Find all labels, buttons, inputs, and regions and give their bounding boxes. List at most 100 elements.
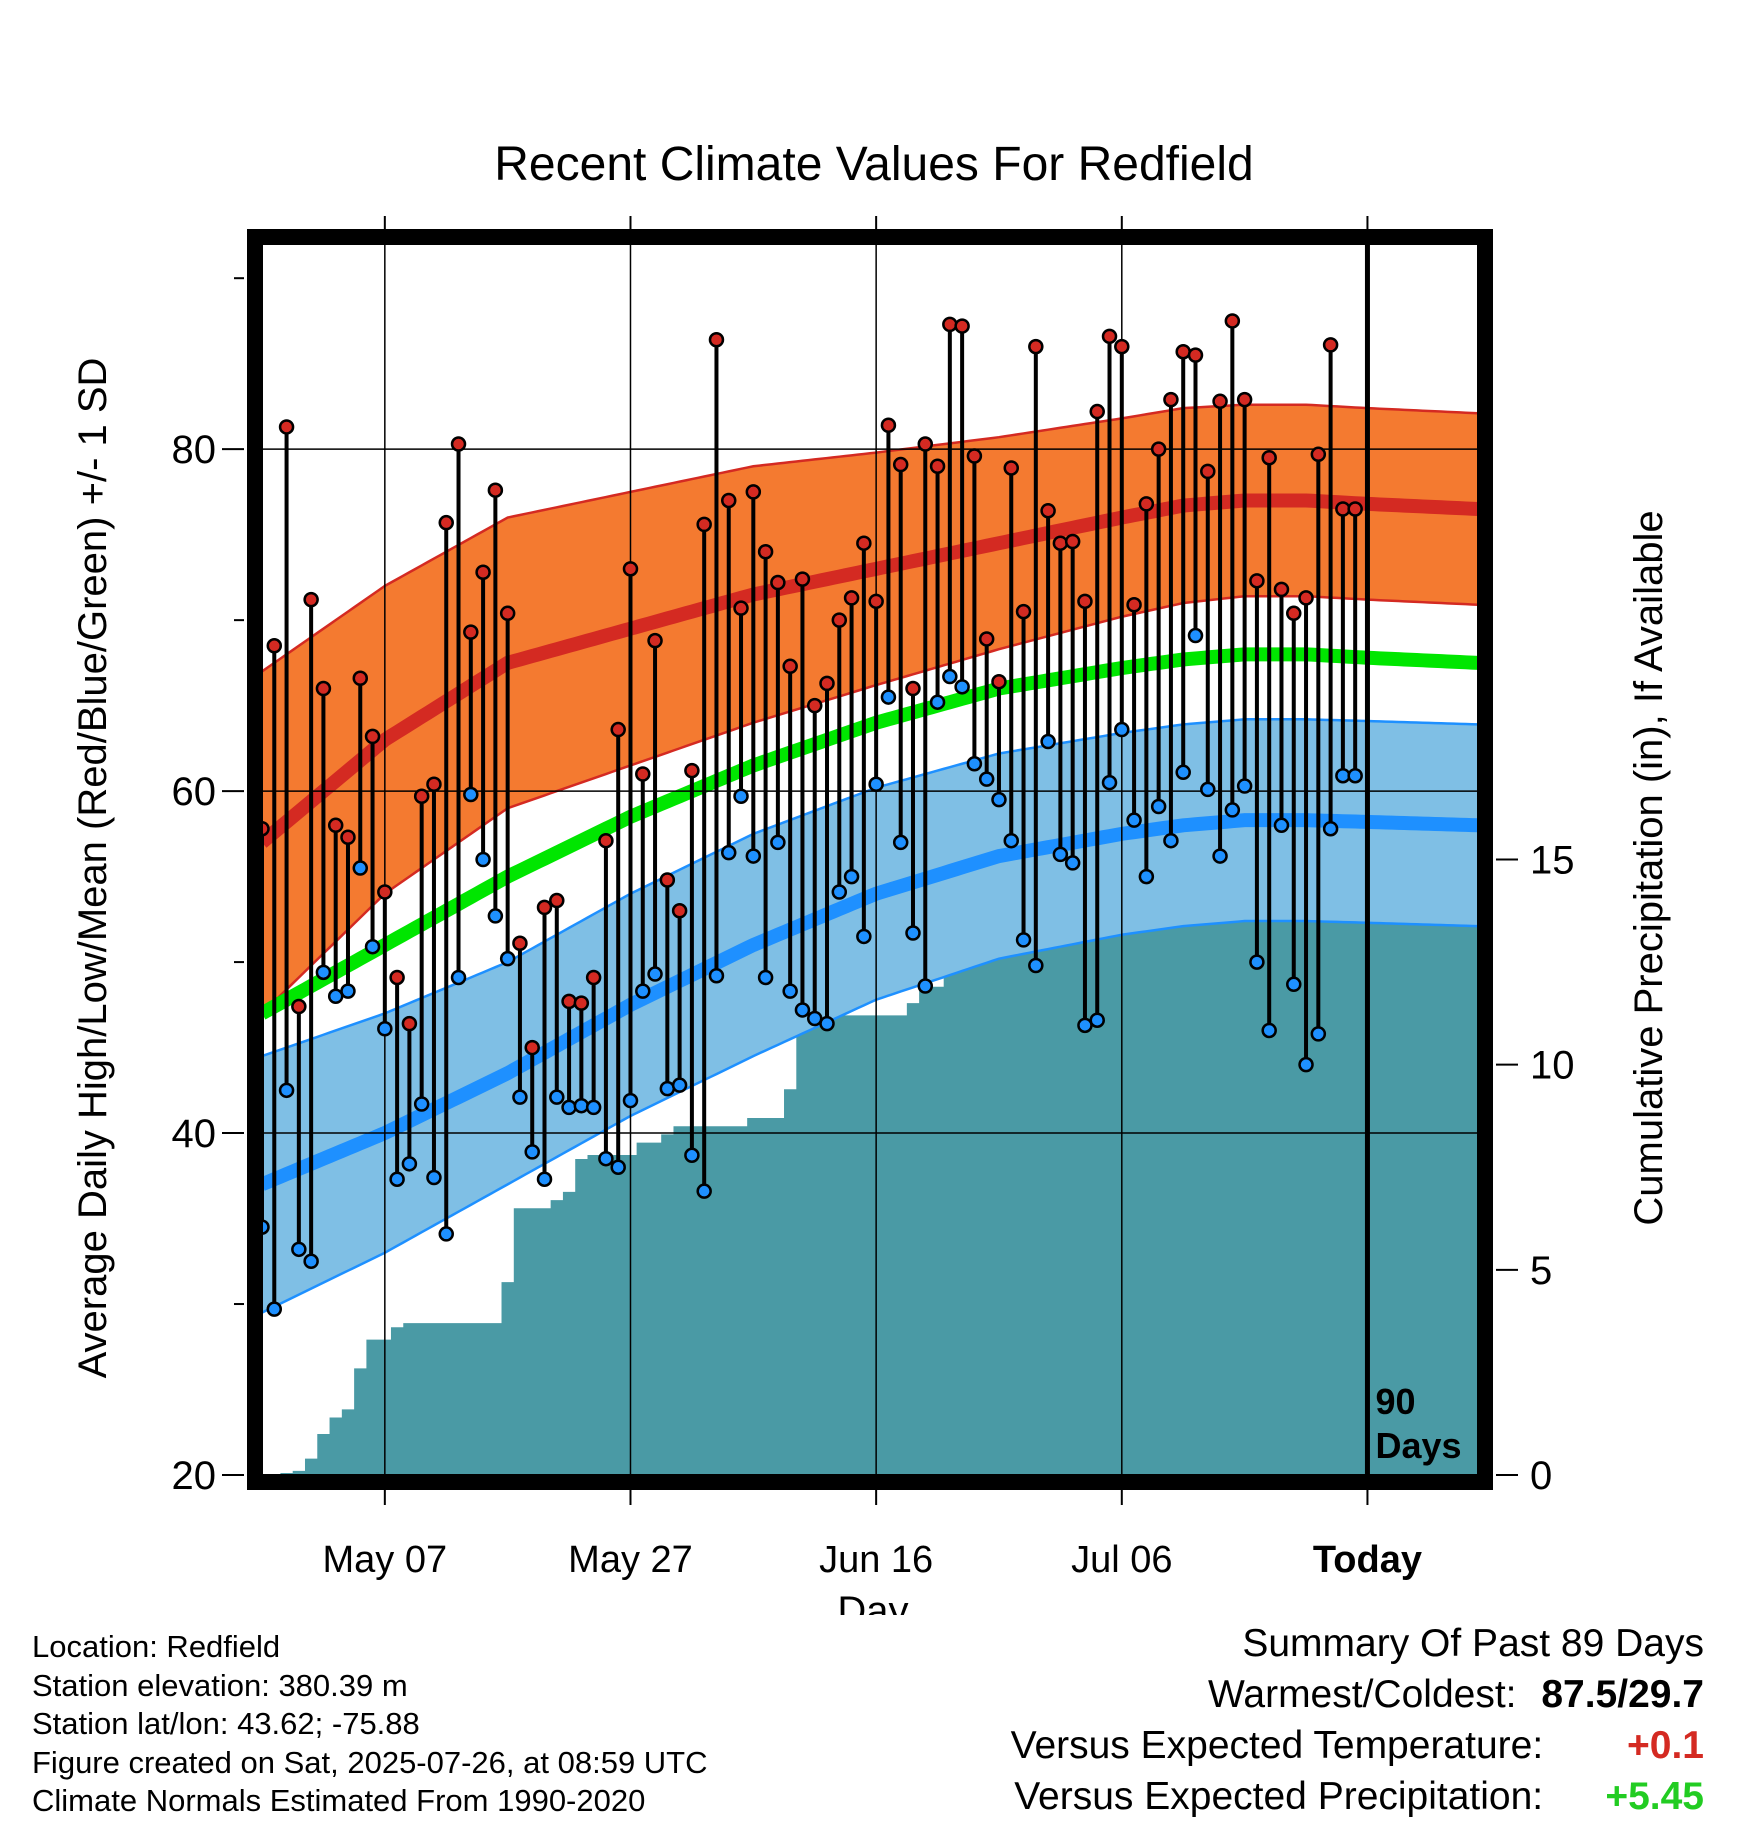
warmest-coldest-label: Warmest/Coldest: [1208,1673,1517,1716]
high-point [782,658,798,675]
high-point [757,544,774,560]
low-point [843,868,860,885]
low-point [1040,733,1056,750]
low-point [536,1171,553,1187]
high-point [892,456,909,473]
low-point [1273,817,1290,834]
low-mean-line [262,813,1478,1191]
high-point [1286,605,1302,622]
low-point [413,1096,430,1112]
low-point [892,834,909,851]
high-point [291,998,307,1015]
high-point [512,935,528,952]
temp-anomaly-row: Versus Expected Temperature: +0.1 [1011,1720,1704,1771]
high-point [1224,313,1241,329]
mean-line [262,647,1478,1020]
high-point [549,892,565,909]
low-point [659,1080,676,1097]
temp-anomaly-label: Versus Expected Temperature: [1010,1724,1544,1767]
today-days-number: 90 [1375,1381,1415,1422]
low-point [401,1156,418,1172]
high-point [303,591,319,608]
low-point [426,1169,442,1186]
low-point [806,1010,823,1027]
y-axis-label: Average Daily High/Low/Mean (Red/Blue/Gr… [71,358,115,1379]
low-sd-band [262,719,1478,1313]
low-point [1101,774,1118,791]
low-point [549,1089,565,1105]
high-point [1261,449,1277,466]
low-point [831,884,848,900]
high-point [843,590,860,606]
low-point [929,694,946,710]
high-point [978,631,995,647]
high-point [352,670,369,687]
high-point [524,1039,540,1056]
high-point [1064,533,1081,550]
high-point [463,624,479,640]
summary-title: Summary Of Past 89 Days [1242,1622,1704,1665]
low-point [733,788,749,804]
high-point [831,612,848,628]
high-point [991,673,1007,690]
low-point [647,966,663,982]
high-point [327,817,344,834]
low-point [1077,1017,1093,1034]
high-point [340,829,356,846]
high-point [905,680,921,697]
low-point [1064,855,1081,871]
low-point [942,668,958,685]
precip-anomaly-row: Versus Expected Precipitation: +5.45 [1011,1771,1704,1822]
high-point [770,574,786,591]
high-point [1175,343,1191,360]
high-point [868,593,884,610]
low-point [1322,820,1339,837]
x-tick-label: Today [1313,1539,1422,1581]
elevation-text: Station elevation: 380.39 m [32,1667,408,1703]
low-point [917,978,934,994]
warmest-coldest-value: 87.5/29.7 [1541,1669,1704,1720]
plot-content [262,244,1478,1475]
low-point [524,1144,540,1160]
low-point [757,969,774,986]
low-point [1236,778,1253,794]
low-point [720,844,737,861]
low-point [1298,1056,1314,1073]
plot-frame [247,229,1493,1490]
low-point [868,776,884,793]
high-point [696,516,712,533]
location-text: Location: Redfield [32,1629,281,1664]
high-sd-band [262,404,1478,1014]
high-point [1089,403,1105,420]
low-point [671,1077,688,1093]
low-point [303,1253,319,1270]
high-point [806,697,823,714]
high-point [585,969,602,986]
high-point [1114,338,1130,355]
low-point [770,834,786,851]
high-point [1040,502,1056,519]
normals-text: Climate Normals Estimated From 1990-2020 [32,1783,646,1818]
low-point [512,1089,528,1105]
high-point [315,680,332,697]
high-point [819,675,835,692]
x-axis-label: Day [837,1589,908,1615]
low-point [1015,932,1032,948]
low-point [794,1002,811,1018]
high-point [708,331,725,348]
low-point [499,950,516,967]
high-point [499,605,516,622]
high-point [1212,393,1228,410]
low-point [291,1241,307,1258]
high-point [929,458,946,475]
low-point [327,988,344,1005]
high-point [377,884,393,900]
high-point [1298,590,1314,606]
precip-anomaly-label: Versus Expected Precipitation: [1014,1775,1544,1818]
high-point [1322,337,1339,353]
high-point [266,638,283,654]
low-point [1286,976,1302,993]
low-point [573,1097,590,1114]
high-point [364,728,381,745]
high-point [1028,338,1044,355]
